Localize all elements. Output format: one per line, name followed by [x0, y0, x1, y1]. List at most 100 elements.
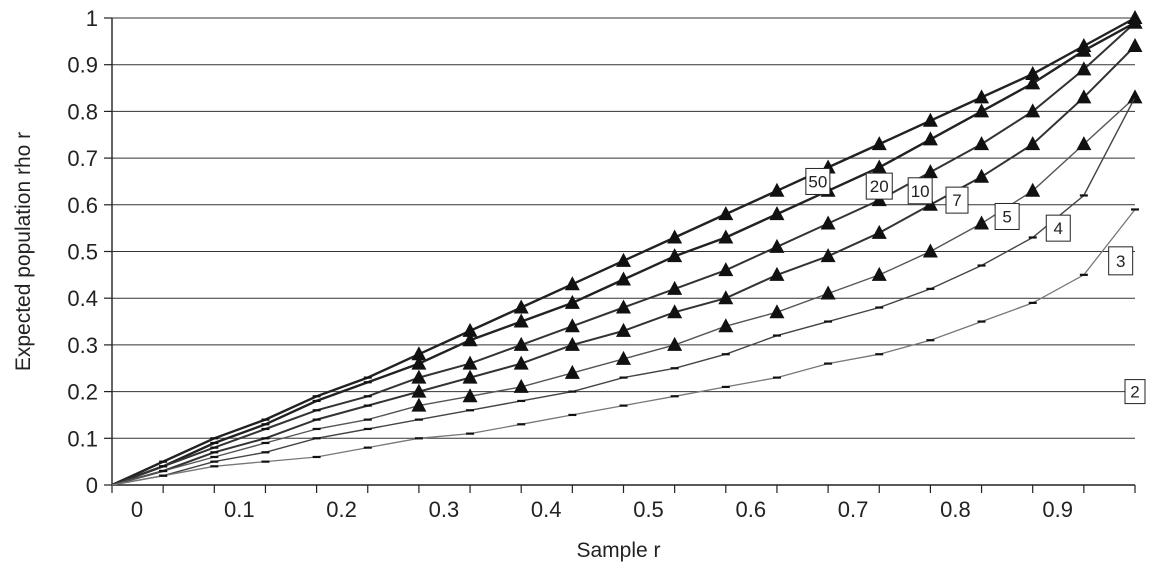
data-point	[564, 364, 580, 379]
data-point	[1076, 89, 1092, 104]
x-tick-label: 0.1	[224, 497, 255, 522]
data-point	[616, 299, 631, 314]
data-point	[1076, 61, 1092, 76]
series-label-3: 3	[1108, 246, 1134, 276]
series-label-10: 10	[907, 177, 933, 205]
data-point	[616, 322, 631, 337]
svg-text:10: 10	[911, 182, 930, 201]
series-labels: 50 20 10 7 5 4 3 2	[805, 167, 1146, 405]
svg-text:7: 7	[952, 191, 961, 210]
x-tick-label: 0.7	[838, 497, 869, 522]
series-4	[111, 96, 1139, 486]
x-tick-label: 0.2	[326, 497, 357, 522]
series-label-20: 20	[865, 172, 893, 200]
data-point	[922, 112, 938, 127]
data-point	[1076, 136, 1092, 151]
data-point	[462, 369, 478, 384]
data-point	[974, 215, 990, 230]
data-point	[564, 276, 580, 291]
series-line	[111, 96, 1136, 486]
series-label-50: 50	[805, 167, 831, 195]
y-tick-label: 0.2	[67, 380, 98, 405]
data-point	[513, 299, 529, 314]
y-tick-label: 0.4	[67, 286, 98, 311]
data-point	[462, 322, 478, 337]
data-point	[667, 248, 683, 263]
svg-text:2: 2	[1130, 383, 1139, 402]
data-point	[871, 159, 887, 174]
svg-text:5: 5	[1002, 207, 1011, 226]
x-tick-label: 0.4	[531, 497, 562, 522]
data-point	[820, 248, 836, 263]
data-point	[667, 304, 683, 319]
data-point	[922, 164, 938, 179]
data-point	[1025, 103, 1041, 118]
x-tick-label: 0	[131, 497, 143, 522]
series-50	[111, 10, 1143, 487]
series-7	[111, 38, 1143, 486]
y-tick-label: 1	[86, 6, 98, 31]
data-point	[769, 266, 785, 281]
data-point	[718, 318, 734, 333]
data-point	[564, 294, 580, 309]
series-label-7: 7	[945, 186, 969, 214]
data-point	[871, 136, 887, 151]
series-label-5: 5	[994, 202, 1020, 230]
data-point	[411, 383, 427, 398]
x-tick-label: 0.8	[940, 497, 971, 522]
data-point	[411, 355, 427, 370]
series-lines	[111, 10, 1143, 487]
svg-text:3: 3	[1116, 252, 1125, 271]
data-point	[974, 168, 990, 183]
data-point	[513, 313, 529, 328]
data-point	[769, 304, 785, 319]
y-tick-label: 0.5	[67, 240, 98, 265]
data-point	[411, 397, 427, 412]
data-point	[616, 271, 631, 286]
data-point	[974, 89, 990, 104]
data-point	[974, 136, 990, 151]
svg-text:20: 20	[870, 177, 889, 196]
data-point	[718, 206, 734, 221]
data-point	[769, 238, 785, 253]
y-tick-labels: 0 0.1 0.2 0.3 0.4 0.5 0.6 0.7 0.8 0.9 1	[67, 6, 112, 498]
y-tick-label: 0.6	[67, 193, 98, 218]
svg-text:4: 4	[1054, 219, 1063, 238]
data-point	[1025, 136, 1041, 151]
data-point	[1025, 75, 1041, 90]
x-axis-title: Sample r	[576, 539, 660, 562]
data-point	[411, 369, 427, 384]
svg-text:50: 50	[808, 172, 827, 191]
data-point	[1025, 66, 1041, 81]
series-label-4: 4	[1045, 214, 1071, 242]
series-10	[111, 14, 1143, 486]
series-5	[111, 89, 1143, 486]
y-tick-label: 0.8	[67, 99, 98, 124]
series-line	[111, 97, 1136, 486]
series-20	[111, 14, 1143, 487]
data-point	[922, 131, 938, 146]
y-tick-label: 0	[86, 473, 98, 498]
y-tick-label: 0.3	[67, 333, 98, 358]
data-point	[564, 318, 580, 333]
data-point	[718, 290, 734, 305]
data-point	[871, 224, 887, 239]
x-tick-label: 0.6	[736, 497, 767, 522]
data-point	[1127, 38, 1143, 53]
y-axis-title: Expected population rho r	[12, 132, 35, 371]
y-tick-label: 0.9	[67, 53, 98, 78]
x-tick-label: 0.5	[633, 497, 664, 522]
data-point	[871, 266, 887, 281]
data-point	[922, 243, 938, 258]
data-point	[820, 215, 836, 230]
series-label-2: 2	[1124, 379, 1146, 405]
data-point	[718, 262, 734, 277]
data-point	[1025, 182, 1041, 197]
x-tick-label: 0.3	[429, 497, 460, 522]
data-point	[769, 206, 785, 221]
data-point	[616, 350, 631, 365]
data-point	[820, 285, 836, 300]
data-point	[462, 388, 478, 403]
x-tick-labels: 0 0.1 0.2 0.3 0.4 0.5 0.6 0.7 0.8 0.9 1	[111, 485, 1155, 522]
